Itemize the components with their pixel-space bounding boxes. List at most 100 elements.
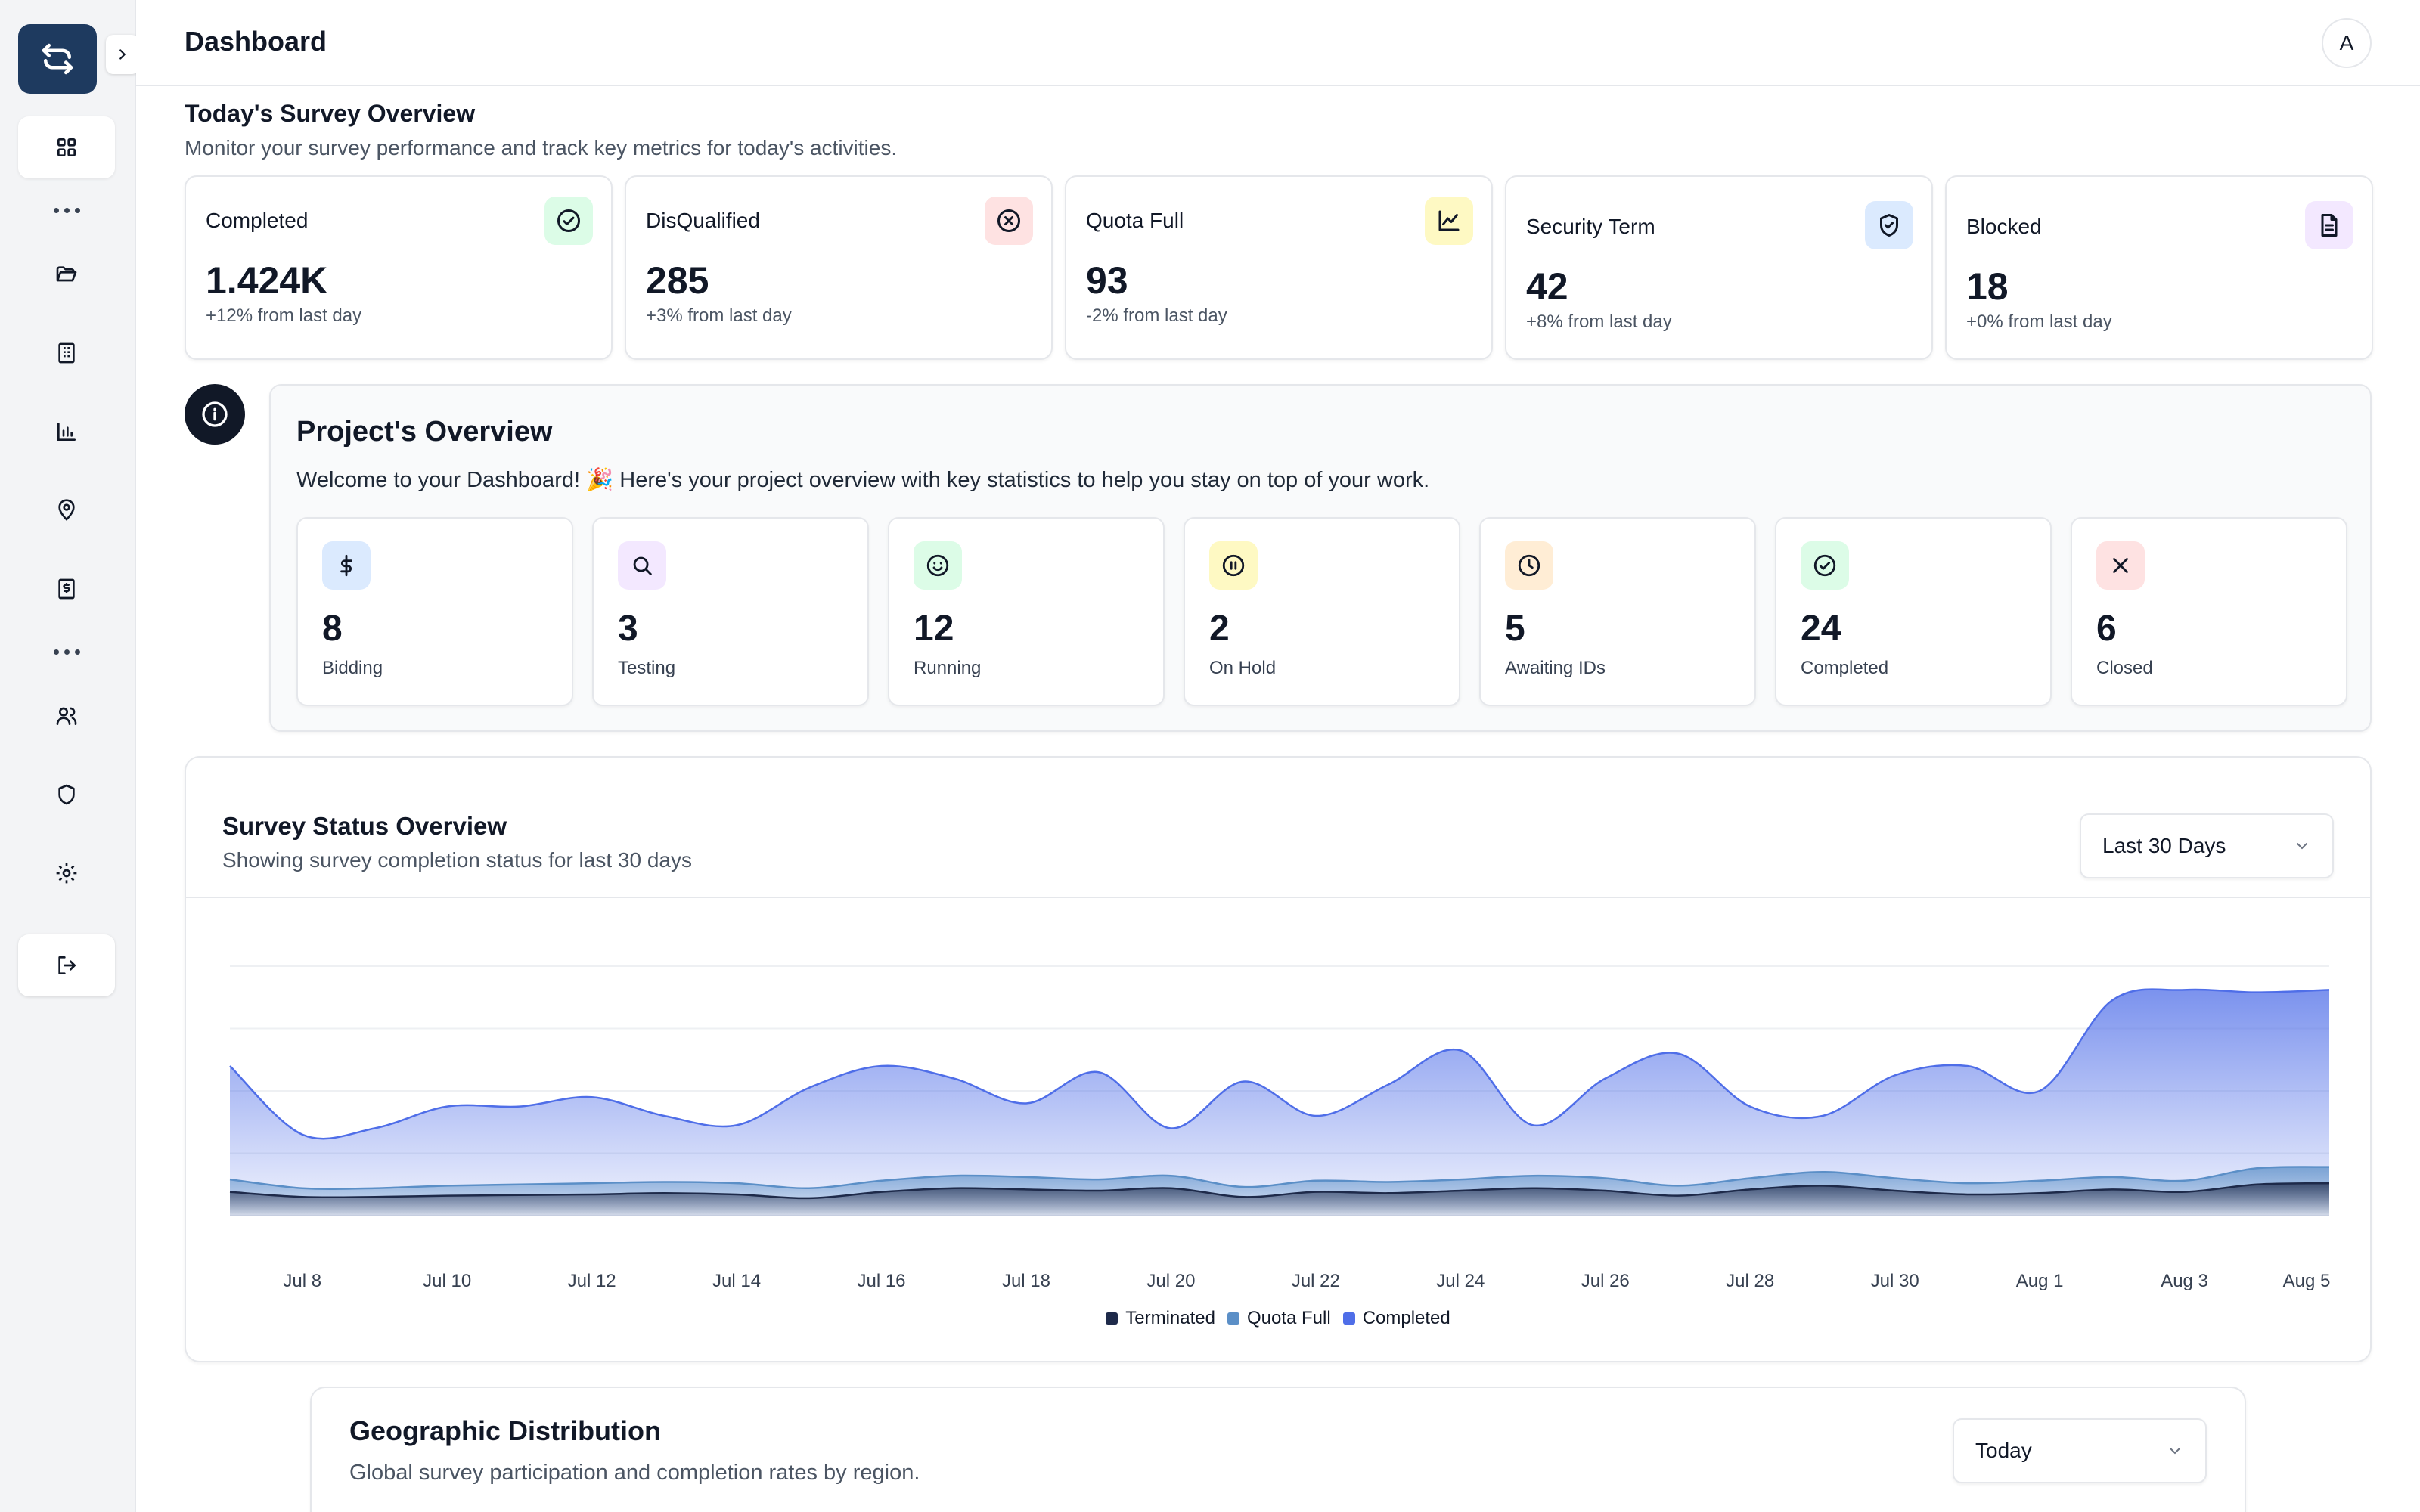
chart-title: Survey Status Overview — [222, 812, 507, 840]
more-dots-icon[interactable] — [18, 637, 115, 667]
x-tick-label: Jul 20 — [1146, 1271, 1195, 1291]
stat-label: Quota Full — [1086, 209, 1184, 232]
overview-subtitle: Monitor your survey performance and trac… — [185, 136, 898, 160]
nav-projects[interactable] — [18, 243, 115, 305]
project-stat-label: Running — [914, 658, 982, 678]
expand-sidebar-button[interactable] — [106, 35, 139, 74]
stat-card-disqualified[interactable]: DisQualified 285 +3% from last day — [625, 175, 1053, 360]
stat-change: -2% from last day — [1086, 305, 1227, 326]
sidebar — [0, 0, 139, 1512]
project-stat-label: Awaiting IDs — [1505, 658, 1606, 678]
chart-subtitle: Showing survey completion status for las… — [222, 848, 692, 872]
overview-title: Today's Survey Overview — [185, 100, 476, 127]
project-stat-label: Closed — [2096, 658, 2153, 678]
project-stat-label: Testing — [618, 658, 676, 678]
shield-check-icon — [1865, 201, 1913, 249]
series-area-completed — [230, 989, 2329, 1216]
legend-swatch — [1106, 1312, 1118, 1325]
project-overview-panel: Project's Overview Welcome to your Dashb… — [269, 384, 2372, 732]
x-tick-label: Jul 16 — [857, 1271, 905, 1291]
more-dots-icon[interactable] — [18, 195, 115, 225]
stat-card-completed[interactable]: Completed 1.424K +12% from last day — [185, 175, 613, 360]
survey-status-card: Survey Status Overview Showing survey co… — [185, 756, 2372, 1362]
legend-swatch — [1342, 1312, 1355, 1325]
smile-icon — [914, 541, 962, 590]
nav-invoices[interactable] — [18, 558, 115, 620]
users-icon — [56, 707, 77, 725]
legend-item[interactable]: Quota Full — [1227, 1308, 1331, 1329]
project-stat-value: 5 — [1505, 609, 1525, 649]
chevron-down-icon — [2297, 843, 2307, 850]
stat-card-blocked[interactable]: Blocked 18 +0% from last day — [1945, 175, 2373, 360]
geographic-distribution-card: Geographic Distribution Global survey pa… — [310, 1387, 2246, 1512]
project-stat-on-hold[interactable]: 2 On Hold — [1184, 517, 1460, 706]
check-circle-icon — [544, 197, 593, 245]
x-tick-label: Jul 14 — [712, 1271, 761, 1291]
x-circle-icon — [985, 197, 1033, 245]
stat-label: Blocked — [1966, 215, 2042, 238]
x-tick-label: Jul 18 — [1002, 1271, 1050, 1291]
nav-security[interactable] — [18, 764, 115, 826]
shield-icon — [58, 784, 75, 805]
date-range-select[interactable]: Last 30 Days — [2080, 813, 2334, 878]
line-chart-icon — [1425, 197, 1473, 245]
project-stat-value: 24 — [1801, 609, 1841, 649]
project-stat-completed[interactable]: 24 Completed — [1775, 517, 2052, 706]
bar-chart-icon — [57, 423, 76, 441]
nav-dashboard[interactable] — [18, 116, 115, 178]
chart-legend: Terminated Quota Full Completed — [186, 1308, 2370, 1329]
survey-status-area-chart: Jul 8 Jul 10 Jul 12 Jul 14 Jul 16 Jul 18 Jul 2… — [229, 965, 2331, 1291]
search-icon — [618, 541, 666, 590]
app-logo[interactable] — [18, 24, 97, 94]
top-header: Dashboard A — [136, 0, 2420, 86]
grid-icon — [57, 138, 76, 156]
x-tick-label: Jul 22 — [1292, 1271, 1340, 1291]
nav-settings[interactable] — [18, 842, 115, 904]
building-icon — [58, 342, 75, 364]
page-title: Dashboard — [185, 26, 327, 57]
project-stat-running[interactable]: 12 Running — [888, 517, 1165, 706]
project-overview-title: Project's Overview — [296, 416, 553, 448]
geo-range-select[interactable]: Today — [1953, 1418, 2207, 1483]
stat-card-quota-full[interactable]: Quota Full 93 -2% from last day — [1065, 175, 1493, 360]
legend-label: Completed — [1362, 1308, 1450, 1328]
project-stat-testing[interactable]: 3 Testing — [592, 517, 869, 706]
project-stat-closed[interactable]: 6 Closed — [2071, 517, 2347, 706]
nav-locations[interactable] — [18, 479, 115, 541]
x-tick-label: Jul 24 — [1436, 1271, 1485, 1291]
project-stat-bidding[interactable]: 8 Bidding — [296, 517, 573, 706]
project-stat-label: Completed — [1801, 658, 1889, 678]
stat-label: Security Term — [1526, 215, 1655, 238]
stat-value: 285 — [646, 259, 709, 302]
avatar[interactable]: A — [2322, 18, 2372, 68]
stat-card-security-term[interactable]: Security Term 42 +8% from last day — [1505, 175, 1933, 360]
nav-users[interactable] — [18, 685, 115, 747]
project-welcome-text: Welcome to your Dashboard! 🎉 Here's your… — [296, 468, 1430, 492]
clock-icon — [1505, 541, 1553, 590]
chevron-right-icon — [119, 49, 126, 60]
x-tick-label: Aug 1 — [2016, 1271, 2064, 1291]
legend-item[interactable]: Completed — [1342, 1308, 1450, 1329]
stat-change: +3% from last day — [646, 305, 792, 326]
project-stat-value: 3 — [618, 609, 638, 649]
legend-label: Terminated — [1125, 1308, 1215, 1328]
series-area-terminated — [230, 1183, 2329, 1216]
x-tick-label: Jul 10 — [423, 1271, 471, 1291]
project-stat-awaiting-ids[interactable]: 5 Awaiting IDs — [1479, 517, 1756, 706]
chevron-down-icon — [2170, 1448, 2180, 1455]
logout-button[interactable] — [18, 934, 115, 996]
x-tick-label: Jul 26 — [1581, 1271, 1630, 1291]
settings-icon — [56, 863, 77, 884]
x-tick-label: Aug 5 — [2283, 1271, 2331, 1291]
stat-value: 1.424K — [206, 259, 328, 302]
stat-change: +12% from last day — [206, 305, 362, 326]
x-tick-label: Jul 30 — [1871, 1271, 1919, 1291]
legend-swatch — [1227, 1312, 1239, 1325]
nav-reports[interactable] — [18, 401, 115, 463]
legend-item[interactable]: Terminated — [1106, 1308, 1215, 1329]
stat-label: DisQualified — [646, 209, 760, 232]
info-icon[interactable] — [185, 384, 245, 445]
chart-divider — [186, 897, 2370, 898]
nav-clients[interactable] — [18, 322, 115, 384]
x-tick-label: Jul 28 — [1726, 1271, 1774, 1291]
